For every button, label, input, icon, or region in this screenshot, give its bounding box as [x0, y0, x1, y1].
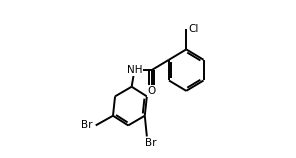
- Text: Br: Br: [144, 138, 156, 148]
- Text: NH: NH: [127, 65, 142, 75]
- Text: Br: Br: [81, 120, 93, 130]
- Text: Cl: Cl: [189, 24, 199, 34]
- Text: O: O: [148, 86, 156, 96]
